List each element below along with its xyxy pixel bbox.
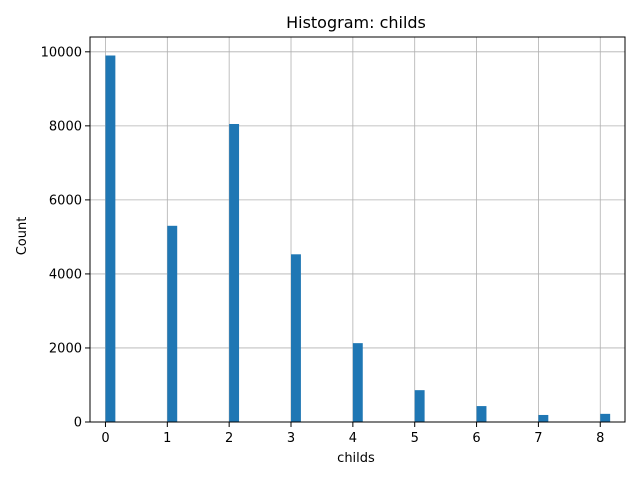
histogram-bar <box>291 254 301 422</box>
y-axis-ticks: 0 2000 4000 6000 8000 10000 <box>41 45 90 431</box>
x-tick-label: 1 <box>163 431 171 446</box>
x-tick-label: 7 <box>534 431 542 446</box>
bars <box>105 55 611 423</box>
histogram-bar <box>600 413 611 422</box>
x-tick-label: 6 <box>472 431 480 446</box>
y-axis-label: Count <box>15 217 30 256</box>
x-tick-label: 5 <box>411 431 419 446</box>
grid-lines <box>90 37 625 423</box>
histogram-bar <box>167 225 178 422</box>
y-tick-label: 10000 <box>41 45 82 60</box>
plot-frame <box>89 36 626 423</box>
x-axis-ticks: 0 1 2 3 4 5 6 7 8 <box>101 422 604 446</box>
x-tick-label: 8 <box>596 431 604 446</box>
histogram-bar <box>105 55 116 423</box>
y-tick-label: 0 <box>74 416 82 431</box>
y-tick-label: 8000 <box>49 119 82 134</box>
x-tick-label: 4 <box>349 431 357 446</box>
y-tick-label: 4000 <box>49 267 82 282</box>
x-tick-label: 3 <box>287 431 295 446</box>
y-tick-label: 6000 <box>49 193 82 208</box>
x-tick-label: 2 <box>225 431 233 446</box>
histogram-bar <box>229 123 240 423</box>
y-tick-label: 2000 <box>49 341 82 356</box>
x-tick-label: 0 <box>101 431 109 446</box>
x-axis-label: childs <box>337 451 375 466</box>
histogram-bar <box>352 343 363 422</box>
histogram-bar <box>414 390 425 422</box>
histogram-bar <box>476 406 487 422</box>
histogram-bar <box>538 414 549 422</box>
chart-title: Histogram: childs <box>286 13 426 32</box>
